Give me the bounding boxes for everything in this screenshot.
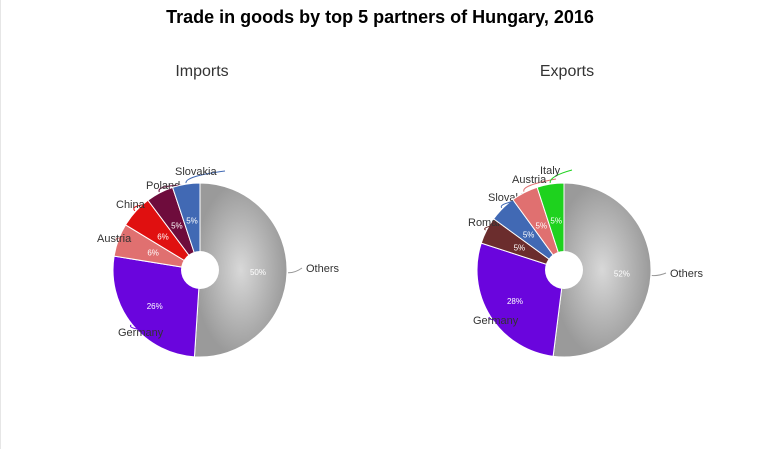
imports-leader-austria <box>115 237 142 241</box>
exports-pct-italy: 5% <box>550 217 562 226</box>
page-left-border <box>0 0 1 449</box>
imports-leader-others <box>287 267 303 274</box>
exports-label-germany: Germany <box>473 315 519 327</box>
exports-donut-hole <box>545 251 583 289</box>
exports-chart-title: Exports <box>540 63 594 80</box>
exports-pct-germany: 28% <box>507 297 523 306</box>
imports-label-germany: Germany <box>118 327 164 339</box>
imports-pct-germany: 26% <box>147 302 163 311</box>
imports-leader-slovakia <box>185 170 226 184</box>
exports-label-italy: Italy <box>540 165 561 177</box>
exports-label-others: Others <box>670 268 704 280</box>
exports-slice-others[interactable] <box>552 182 652 358</box>
imports-leader-germany <box>129 324 163 333</box>
imports-label-china: China <box>116 199 146 211</box>
imports-pie-chart: Imports 50% Others 26% Germany 6% Austria 6% Chi… <box>97 63 340 358</box>
imports-pct-china: 6% <box>157 232 169 241</box>
exports-leader-italy <box>549 169 573 184</box>
exports-slice-germany[interactable] <box>476 242 565 357</box>
imports-label-poland: Poland <box>146 180 180 192</box>
exports-leader-germany <box>488 316 518 321</box>
imports-label-others: Others <box>306 263 340 275</box>
imports-label-slovakia: Slovakia <box>175 166 217 178</box>
imports-pct-austria: 6% <box>147 249 159 258</box>
imports-chart-title: Imports <box>175 63 228 80</box>
chart-title: Trade in goods by top 5 partners of Hung… <box>166 7 594 27</box>
imports-slice-slovakia[interactable] <box>171 182 201 271</box>
exports-slice-italy[interactable] <box>536 182 565 271</box>
exports-leader-others <box>651 272 667 277</box>
exports-pct-austria: 5% <box>536 221 548 230</box>
imports-slice-germany[interactable] <box>112 255 201 358</box>
imports-donut-hole <box>181 251 219 289</box>
exports-pct-slovakia: 5% <box>523 231 535 240</box>
imports-pct-poland: 5% <box>171 222 183 231</box>
imports-pct-others: 50% <box>250 268 266 277</box>
imports-label-austria: Austria <box>97 233 132 245</box>
exports-pct-romania: 5% <box>514 243 526 252</box>
imports-pct-slovakia: 5% <box>186 217 198 226</box>
imports-leader-china <box>133 203 149 212</box>
imports-slice-others[interactable] <box>193 182 288 358</box>
exports-pct-others: 52% <box>614 270 630 279</box>
exports-label-austria: Austria <box>512 174 547 186</box>
